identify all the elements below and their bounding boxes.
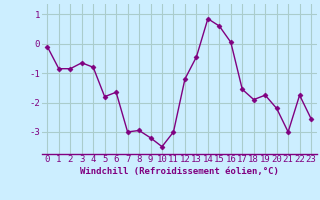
X-axis label: Windchill (Refroidissement éolien,°C): Windchill (Refroidissement éolien,°C) bbox=[80, 167, 279, 176]
